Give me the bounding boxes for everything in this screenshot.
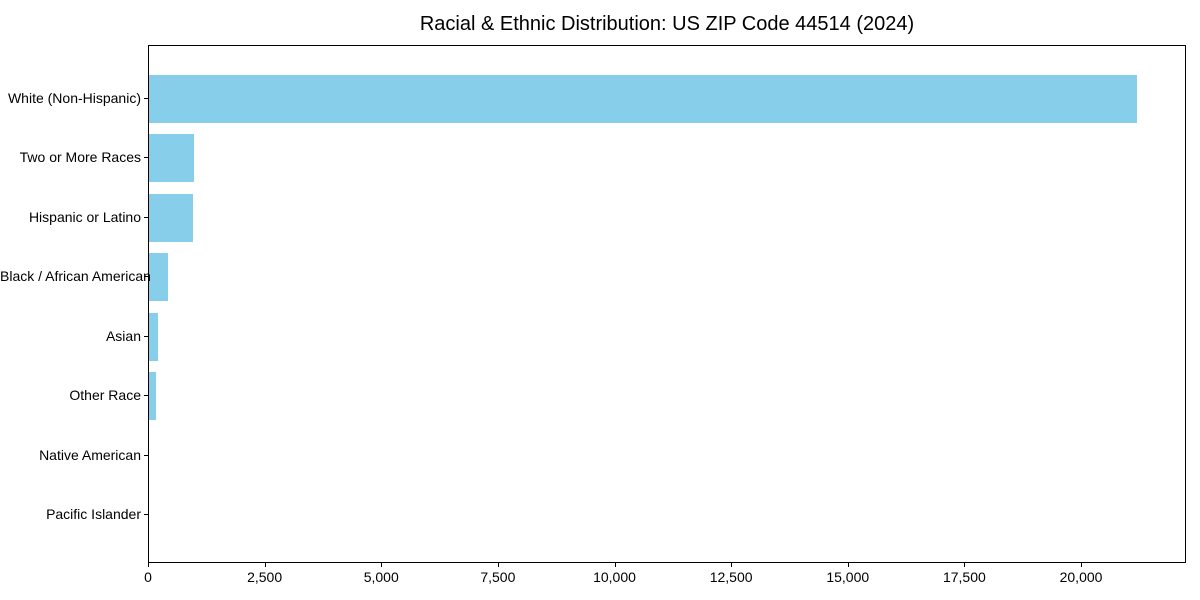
y-tick-mark [144,157,148,158]
x-tick-mark [731,563,733,567]
x-tick-label: 0 [144,569,152,585]
y-axis-label-white-non-hispanic: White (Non-Hispanic) [7,89,141,106]
bar-asian [149,312,159,361]
x-tick-label: 5,000 [363,569,399,585]
y-tick-mark [144,454,148,456]
y-axis-label-hispanic-or-latino: Hispanic or Latino [28,208,141,225]
y-axis-label-native-american: Native American [39,446,141,463]
y-tick-mark [144,514,148,515]
x-tick-mark [148,563,149,567]
x-tick-mark [264,563,266,567]
bar-other-race [149,372,157,420]
x-tick-label: 20,000 [1059,569,1103,585]
x-tick-mark [964,563,966,567]
y-axis-label-black-african-american: Black / African American [0,268,151,284]
x-tick-label: 15,000 [826,569,870,585]
x-tick-mark [497,563,499,567]
x-tick-label: 17,500 [942,569,986,585]
y-axis-label-other-race: Other Race [69,387,141,403]
y-tick-mark [144,395,148,396]
chart-title: Racial & Ethnic Distribution: US ZIP Cod… [419,13,915,35]
y-axis-label-pacific-islander: Pacific Islander [46,506,141,522]
y-tick-mark [144,276,148,277]
plot-area [148,45,1186,563]
y-tick-mark [144,335,148,337]
y-axis-label-two-or-more-races: Two or More Races [19,149,141,165]
x-tick-mark [381,563,383,567]
bar-black-african-american [149,253,168,301]
x-tick-label: 12,500 [709,569,753,585]
y-tick-mark [144,97,148,99]
x-tick-mark [847,563,849,567]
y-axis-label-asian: Asian [105,327,141,344]
bar-two-or-more-races [149,134,195,182]
y-tick-mark [144,216,148,218]
x-tick-label: 7,500 [480,569,516,585]
x-tick-mark [614,563,616,567]
x-tick-label: 10,000 [593,569,636,585]
bar-hispanic-or-latino [149,193,194,242]
x-tick-mark [1081,563,1083,567]
bar-white-non-hispanic [149,74,1138,123]
x-tick-label: 2,500 [247,569,283,585]
